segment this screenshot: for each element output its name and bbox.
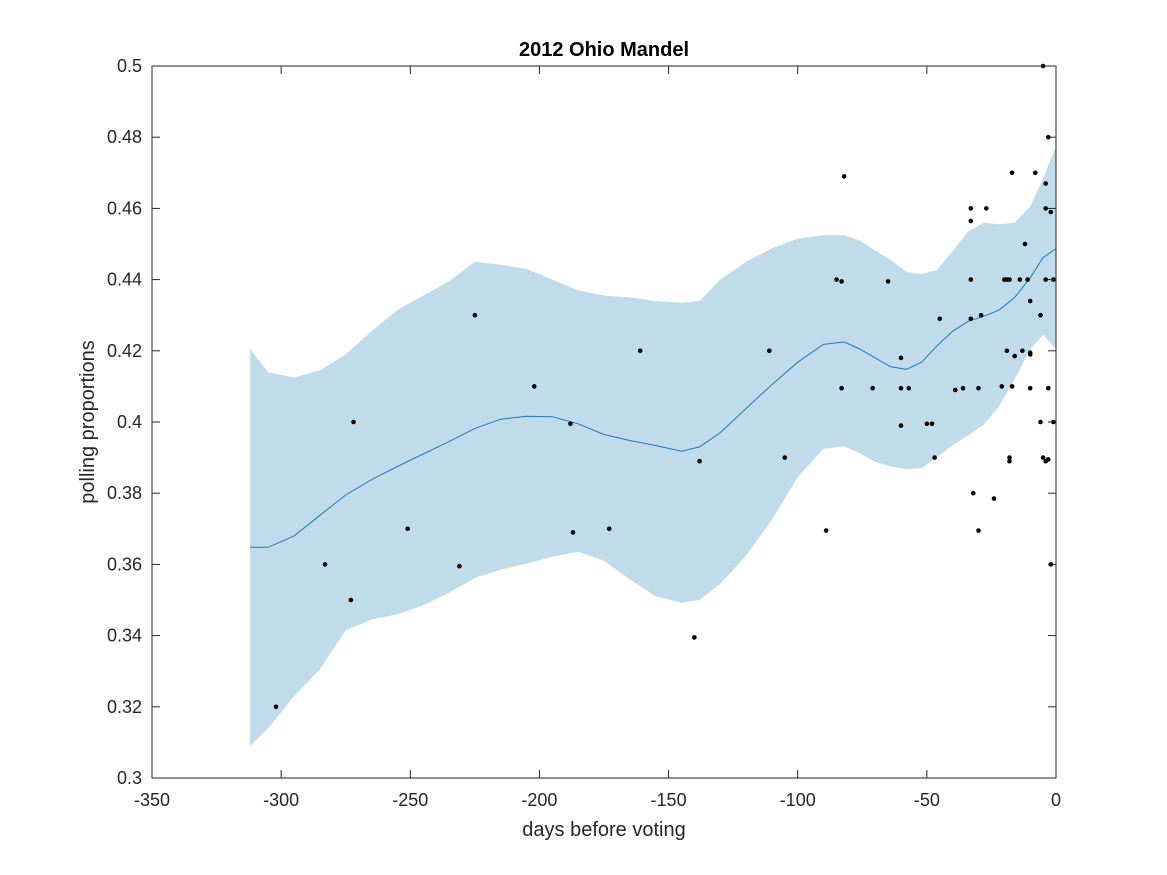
data-point xyxy=(976,528,981,533)
data-point xyxy=(960,385,966,391)
data-point xyxy=(870,385,875,391)
data-point xyxy=(1025,277,1030,282)
data-point xyxy=(1017,277,1023,282)
data-point xyxy=(1046,457,1051,462)
data-point xyxy=(532,384,537,389)
chart-title: 2012 Ohio Mandel xyxy=(519,39,689,61)
data-point xyxy=(1043,206,1048,211)
data-point xyxy=(1038,312,1043,318)
y-tick-label: 0.32 xyxy=(107,697,142,717)
data-point xyxy=(1009,170,1015,176)
data-point xyxy=(692,635,697,640)
x-tick-label: -150 xyxy=(651,790,687,810)
y-tick-label: 0.5 xyxy=(117,56,142,76)
data-point xyxy=(1043,277,1048,282)
data-point xyxy=(457,563,462,569)
confidence-band xyxy=(250,146,1057,747)
data-point xyxy=(999,384,1005,389)
x-tick-label: -50 xyxy=(914,790,940,810)
data-point xyxy=(1020,348,1025,354)
data-point xyxy=(1033,170,1038,176)
data-point xyxy=(968,218,974,224)
data-point xyxy=(697,458,702,464)
data-point xyxy=(767,348,772,354)
y-tick-label: 0.46 xyxy=(107,198,142,218)
data-point xyxy=(782,455,788,460)
data-point xyxy=(273,704,279,710)
data-point xyxy=(472,312,478,318)
data-point xyxy=(971,490,976,496)
y-tick-label: 0.36 xyxy=(107,554,142,574)
y-axis-label: polling proportions xyxy=(77,340,99,503)
confidence-band-group xyxy=(250,146,1057,747)
data-point xyxy=(1007,455,1012,460)
fit-mean-line xyxy=(250,248,1057,548)
x-tick-label: -300 xyxy=(263,790,299,810)
y-tick-label: 0.4 xyxy=(117,412,142,432)
data-point xyxy=(937,316,943,322)
data-point xyxy=(351,419,356,425)
data-point xyxy=(823,528,829,533)
data-point xyxy=(1004,348,1010,354)
data-point xyxy=(984,206,989,211)
y-tick-label: 0.48 xyxy=(107,127,142,147)
data-point xyxy=(1046,385,1051,391)
data-point xyxy=(1009,384,1015,389)
data-point xyxy=(1027,298,1033,304)
data-point xyxy=(1012,353,1017,359)
data-point xyxy=(834,277,839,282)
data-point xyxy=(637,348,643,354)
data-point xyxy=(924,421,930,427)
y-tick-label: 0.44 xyxy=(107,270,142,290)
data-point xyxy=(929,421,935,427)
x-axis-ticks: -350 -300 -250 -200 -150 -100 -50 0 xyxy=(134,66,1061,810)
data-points-group xyxy=(273,63,1056,710)
x-axis-label: days before voting xyxy=(522,819,685,841)
data-point xyxy=(906,385,912,391)
data-point xyxy=(953,387,958,393)
data-point xyxy=(991,496,997,501)
x-tick-label: -200 xyxy=(521,790,557,810)
data-point xyxy=(1027,352,1033,357)
data-point xyxy=(1043,181,1048,186)
data-point xyxy=(322,562,328,567)
data-point xyxy=(978,312,984,318)
data-point xyxy=(1027,385,1033,391)
y-tick-label: 0.3 xyxy=(117,768,142,788)
data-point xyxy=(932,455,937,460)
x-tick-label: 0 xyxy=(1051,790,1061,810)
data-point xyxy=(1007,458,1012,464)
data-point xyxy=(841,174,847,179)
data-point xyxy=(568,421,573,427)
data-point xyxy=(968,206,974,211)
data-point xyxy=(968,277,974,282)
data-point xyxy=(1007,277,1012,282)
y-tick-label: 0.42 xyxy=(107,341,142,361)
fit-line-group xyxy=(250,248,1057,548)
data-point xyxy=(976,385,981,391)
data-point xyxy=(839,385,844,391)
data-point xyxy=(1048,209,1054,215)
x-tick-label: -250 xyxy=(392,790,428,810)
data-point xyxy=(606,526,612,532)
data-point xyxy=(898,423,904,428)
data-point xyxy=(405,526,411,532)
data-point xyxy=(885,279,891,284)
x-tick-label: -350 xyxy=(134,790,170,810)
data-point xyxy=(1038,419,1043,425)
data-point xyxy=(1040,455,1046,460)
data-point xyxy=(898,385,904,391)
y-axis-ticks: 0.3 0.32 0.34 0.36 0.38 0.4 0.42 0.44 0.46 0.48 0.… xyxy=(107,56,1056,788)
data-point xyxy=(839,279,844,284)
data-point xyxy=(570,530,576,535)
data-point xyxy=(968,316,974,322)
data-point xyxy=(348,597,354,603)
data-point xyxy=(898,355,904,361)
x-tick-label: -100 xyxy=(780,790,816,810)
y-tick-label: 0.38 xyxy=(107,483,142,503)
data-point xyxy=(1022,241,1028,247)
y-tick-label: 0.34 xyxy=(107,626,142,646)
